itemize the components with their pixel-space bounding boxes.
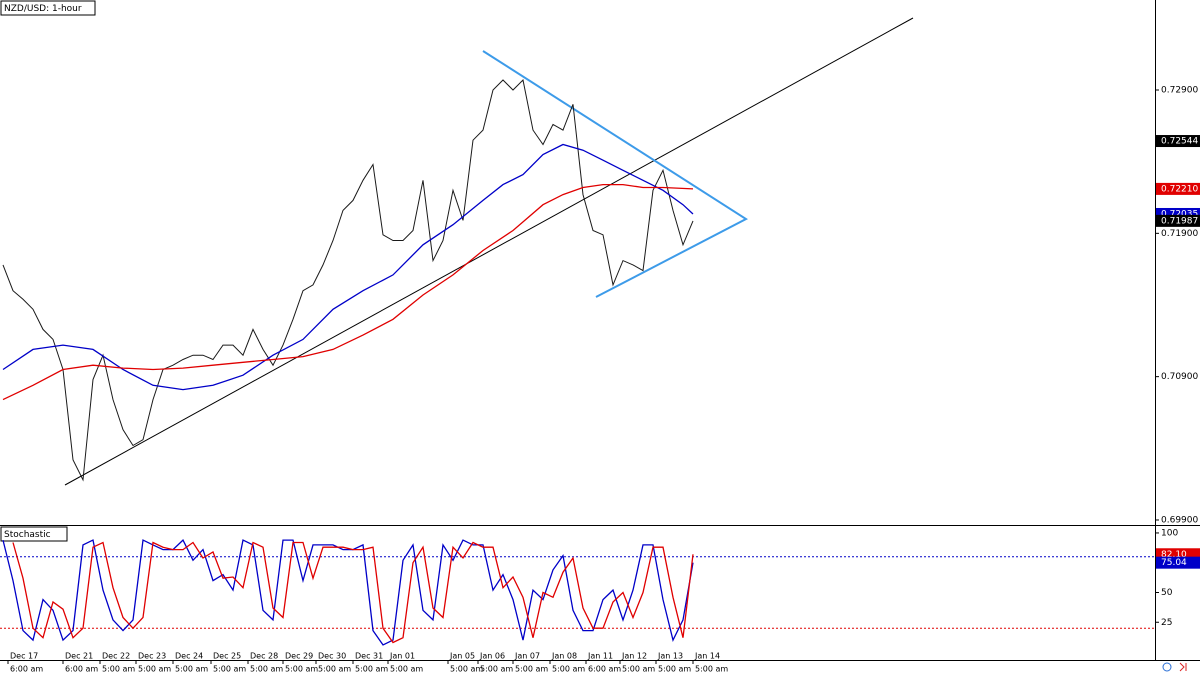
series-line	[2, 183, 694, 401]
x-tick-label: Jan 08	[551, 652, 577, 661]
x-tick-label: Jan 01	[389, 652, 415, 661]
triangle-pattern	[482, 50, 748, 298]
price-label-box	[1156, 214, 1200, 227]
x-tick-label: Jan 14	[694, 652, 720, 661]
x-tick-time: 6:00 am	[65, 665, 98, 674]
y-tick-label: 25	[1161, 618, 1172, 628]
y-tick-label: 100	[1161, 528, 1178, 538]
x-tick-time: 6:00 am	[588, 665, 621, 674]
x-tick-label: Dec 25	[213, 652, 241, 661]
x-tick-time: 5:00 am	[552, 665, 585, 674]
x-tick-label: Jan 12	[621, 652, 647, 661]
x-tick-label: Jan 05	[449, 652, 475, 661]
indicator-title: Stochastic	[4, 530, 51, 540]
x-tick-label: Jan 07	[514, 652, 540, 661]
x-tick-time: 5:00 am	[515, 665, 548, 674]
x-tick-label: Jan 13	[657, 652, 683, 661]
price-label-box	[1156, 556, 1200, 569]
price-label: 0.72544	[1161, 137, 1198, 147]
price-label: 82.10	[1161, 550, 1187, 560]
x-tick-time: 5:00 am	[695, 665, 728, 674]
x-tick-label: Dec 21	[65, 652, 93, 661]
x-tick-label: Dec 24	[175, 652, 203, 661]
series-line	[2, 143, 694, 391]
x-tick-label: Dec 28	[250, 652, 278, 661]
chart-title: NZD/USD: 1-hour	[4, 4, 82, 14]
icon[interactable]	[1162, 662, 1172, 672]
x-tick-time: 5:00 am	[102, 665, 135, 674]
y-tick-label: 0.71900	[1161, 229, 1198, 239]
price-label-box	[1156, 182, 1200, 195]
price-label: 0.72035	[1161, 209, 1198, 219]
price-label-box	[1156, 135, 1200, 148]
x-tick-time: 5:00 am	[138, 665, 171, 674]
x-tick-time: 5:00 am	[285, 665, 318, 674]
series-line	[2, 539, 694, 646]
title-box	[0, 0, 96, 16]
x-tick-label: Dec 29	[285, 652, 313, 661]
plot-layer: 0.69900 0.70900 0.71900 0.72900 0.72544 0.722…	[0, 78, 1200, 674]
y-tick-label: 0.69900	[1161, 515, 1198, 525]
trendline	[64, 17, 914, 486]
y-tick-label: 50	[1161, 588, 1173, 598]
x-tick-label: Dec 23	[138, 652, 166, 661]
x-tick-label: Dec 31	[355, 652, 383, 661]
x-tick-time: 5:00 am	[480, 665, 513, 674]
x-tick-time: 5:00 am	[213, 665, 246, 674]
x-tick-time: 5:00 am	[318, 665, 351, 674]
x-tick-time: 5:00 am	[355, 665, 388, 674]
x-tick-time: 5:00 am	[450, 665, 483, 674]
x-tick-label: Jan 11	[587, 652, 613, 661]
x-tick-time: 5:00 am	[250, 665, 283, 674]
x-tick-time: 5:00 am	[390, 665, 423, 674]
y-tick-label: 0.72900	[1161, 86, 1198, 96]
x-tick-time: 5:00 am	[175, 665, 208, 674]
x-tick-label: Dec 30	[318, 652, 346, 661]
price-label: 75.04	[1161, 558, 1187, 568]
price-label: 0.72210	[1161, 184, 1198, 194]
x-tick-label: Dec 17	[10, 652, 38, 661]
price-label: 0.71987	[1161, 216, 1198, 226]
x-tick-label: Jan 06	[479, 652, 505, 661]
series-line	[12, 541, 694, 644]
y-tick-label: 0.70900	[1161, 372, 1198, 382]
annotations	[64, 17, 914, 486]
icon[interactable]	[1179, 662, 1187, 672]
toolbar-icons	[1162, 662, 1187, 672]
indicator-box	[0, 526, 68, 542]
x-tick-time: 5:00 am	[622, 665, 655, 674]
x-tick-label: Dec 22	[102, 652, 130, 661]
x-tick-time: 6:00 am	[10, 665, 43, 674]
x-tick-time: 5:00 am	[658, 665, 691, 674]
